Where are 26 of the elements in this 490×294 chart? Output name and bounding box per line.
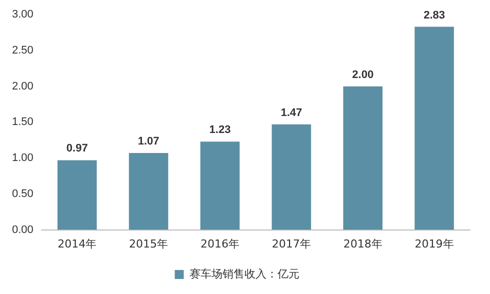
bar <box>128 153 168 230</box>
y-tick-label: 1.50 <box>12 116 34 128</box>
y-tick-label: 0.50 <box>12 188 34 200</box>
data-label: 1.23 <box>209 124 231 136</box>
bar <box>57 160 97 230</box>
data-label: 2.00 <box>352 68 374 81</box>
data-label: 0.97 <box>66 142 88 155</box>
x-tick-label: 2016年 <box>200 237 240 250</box>
x-tick-label: 2019年 <box>414 237 454 250</box>
data-label: 1.07 <box>138 136 160 148</box>
y-tick-label: 1.00 <box>12 152 34 164</box>
y-tick-label: 3.00 <box>12 8 34 21</box>
data-label: 1.47 <box>280 106 302 119</box>
bar <box>272 124 312 230</box>
x-tick-label: 2017年 <box>272 237 311 250</box>
x-tick-label: 2014年 <box>58 237 97 250</box>
y-tick-label: 0.00 <box>12 224 34 236</box>
bar <box>414 26 454 230</box>
y-tick-label: 2.50 <box>12 44 34 56</box>
data-label: 2.83 <box>424 9 445 22</box>
y-tick-label: 2.00 <box>12 80 34 92</box>
bar <box>200 142 240 230</box>
x-tick-label: 2015年 <box>129 237 168 250</box>
x-tick-label: 2018年 <box>343 237 382 250</box>
bar <box>343 86 382 230</box>
legend-label: 赛车场销售收入：亿元 <box>189 267 300 280</box>
